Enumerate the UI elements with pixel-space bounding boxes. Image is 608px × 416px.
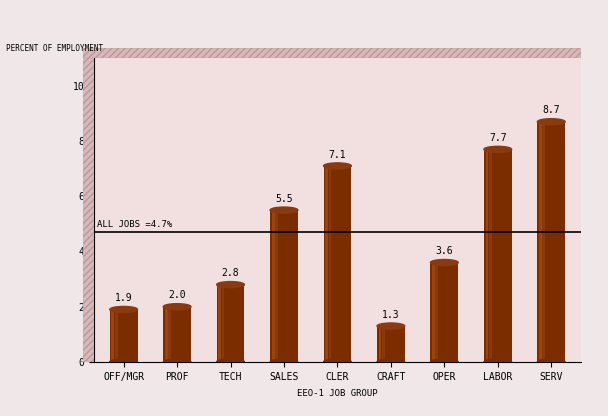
- Text: 2.0: 2.0: [168, 290, 186, 300]
- Ellipse shape: [163, 359, 191, 365]
- Bar: [430, 262, 458, 362]
- Text: 3.6: 3.6: [435, 246, 453, 256]
- Bar: [272, 210, 275, 362]
- Bar: [111, 310, 114, 362]
- Ellipse shape: [270, 359, 298, 365]
- Ellipse shape: [323, 359, 351, 365]
- Bar: [270, 210, 298, 362]
- Bar: [168, 307, 171, 362]
- Bar: [325, 166, 328, 362]
- Bar: [377, 326, 405, 362]
- Ellipse shape: [163, 304, 191, 310]
- Bar: [486, 149, 488, 362]
- Bar: [484, 149, 512, 362]
- Text: 8.7: 8.7: [542, 105, 560, 115]
- Bar: [163, 307, 191, 362]
- Ellipse shape: [537, 119, 565, 125]
- Bar: [275, 210, 278, 362]
- Ellipse shape: [430, 359, 458, 365]
- Text: 7.1: 7.1: [329, 150, 346, 160]
- Bar: [537, 122, 565, 362]
- Bar: [218, 285, 221, 362]
- Bar: [165, 307, 168, 362]
- Text: ALL JOBS =4.7%: ALL JOBS =4.7%: [97, 220, 172, 229]
- Ellipse shape: [484, 146, 512, 152]
- Text: 2.8: 2.8: [222, 268, 240, 278]
- Ellipse shape: [216, 282, 244, 287]
- Bar: [109, 310, 137, 362]
- Ellipse shape: [377, 323, 405, 329]
- Ellipse shape: [109, 307, 137, 312]
- Ellipse shape: [216, 359, 244, 365]
- Bar: [323, 166, 351, 362]
- Bar: [432, 262, 435, 362]
- Text: 7.7: 7.7: [489, 133, 506, 143]
- Ellipse shape: [537, 359, 565, 365]
- X-axis label: EEO-1 JOB GROUP: EEO-1 JOB GROUP: [297, 389, 378, 398]
- Bar: [542, 122, 545, 362]
- Ellipse shape: [270, 207, 298, 213]
- Bar: [328, 166, 331, 362]
- Text: PERCENT OF EMPLOYMENT: PERCENT OF EMPLOYMENT: [6, 44, 103, 53]
- Ellipse shape: [377, 359, 405, 365]
- Bar: [379, 326, 381, 362]
- Text: 1.9: 1.9: [115, 293, 133, 303]
- Bar: [382, 326, 385, 362]
- Text: 5.5: 5.5: [275, 194, 293, 204]
- Ellipse shape: [323, 163, 351, 169]
- Bar: [222, 285, 224, 362]
- Bar: [539, 122, 542, 362]
- Bar: [489, 149, 492, 362]
- Ellipse shape: [109, 359, 137, 365]
- Bar: [435, 262, 438, 362]
- Text: 1.3: 1.3: [382, 310, 399, 319]
- Bar: [216, 285, 244, 362]
- Bar: [115, 310, 117, 362]
- Ellipse shape: [430, 260, 458, 265]
- Ellipse shape: [484, 359, 512, 365]
